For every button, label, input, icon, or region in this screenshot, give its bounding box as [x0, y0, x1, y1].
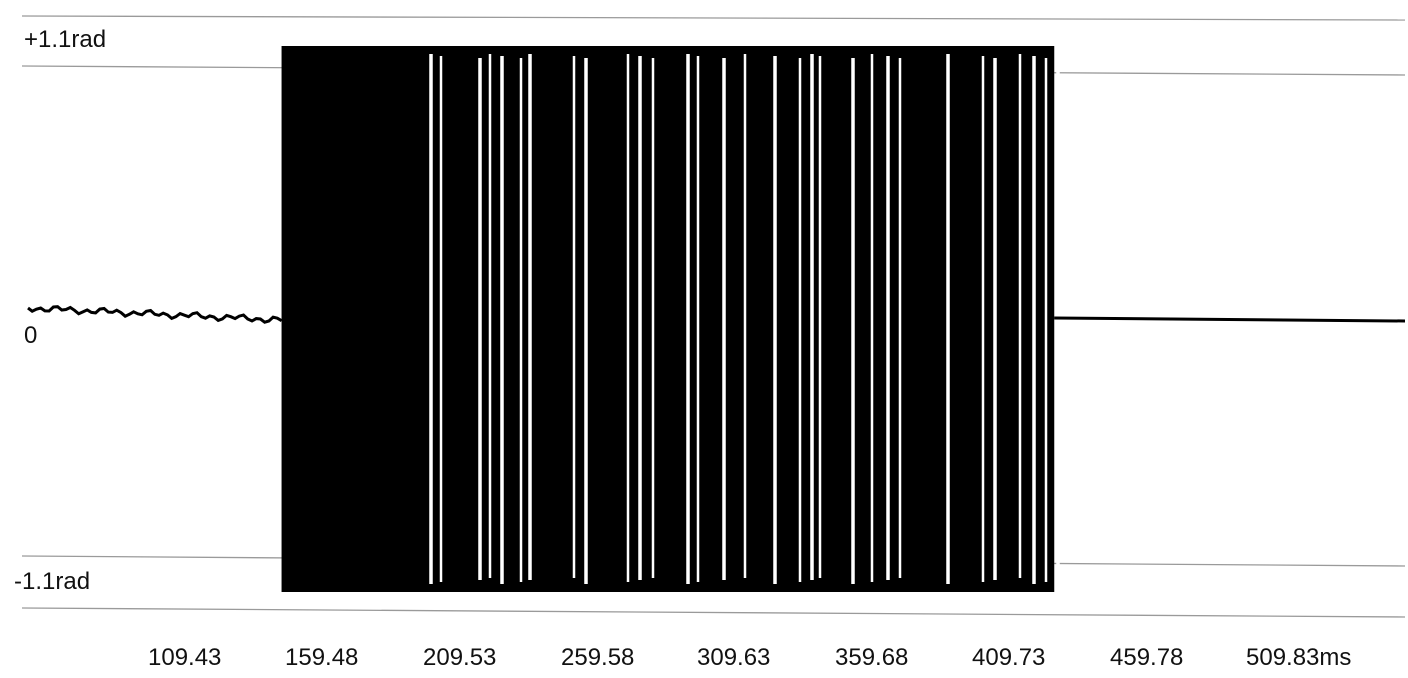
x-tick-label: 309.63	[697, 644, 771, 671]
signal-trace	[27, 46, 1406, 592]
grid-line-border-top	[21, 15, 1406, 21]
x-tick-label: 259.58	[561, 644, 635, 671]
x-tick-label: 459.78	[1110, 644, 1184, 671]
y-label-zero: 0	[24, 322, 38, 349]
y-label-bottom: -1.1rad	[14, 568, 91, 595]
x-tick-label: 109.43	[148, 644, 222, 671]
x-tick-label: 409.73	[972, 644, 1046, 671]
x-tick-label: 209.53	[423, 644, 497, 671]
baseline-right	[1054, 316, 1406, 323]
baseline-left	[27, 305, 283, 324]
x-tick-label: 159.48	[285, 644, 359, 671]
oscillation-block	[281, 46, 1055, 592]
x-axis-ticks: 109.43 159.48 209.53 259.58 309.63 359.68 409.…	[0, 642, 1408, 672]
y-label-top: +1.1rad	[24, 26, 107, 53]
grid-line-border-bottom	[21, 607, 1406, 618]
x-tick-label: 359.68	[835, 644, 909, 671]
x-tick-label: 509.83ms	[1246, 644, 1352, 671]
